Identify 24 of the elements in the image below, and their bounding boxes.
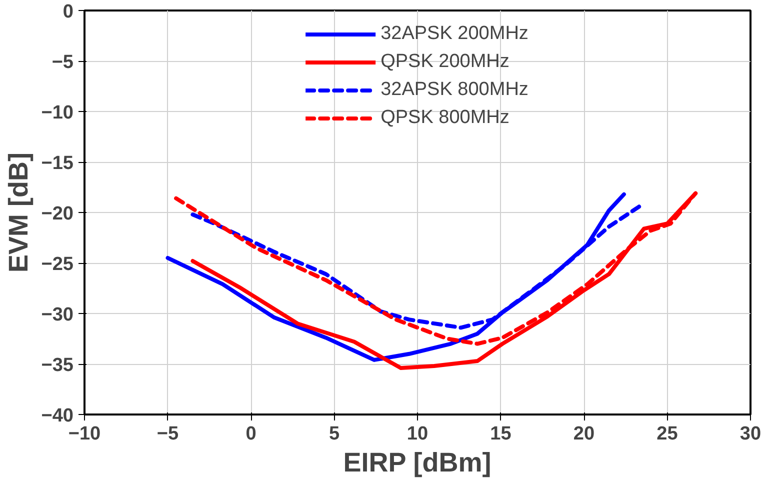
y-tick-label: −10 (41, 102, 74, 124)
y-tick-label: −15 (41, 153, 74, 174)
x-tick-label: −5 (156, 424, 180, 444)
y-tick-label: −20 (41, 204, 74, 224)
y-tick-label: −30 (41, 304, 74, 326)
x-axis-title: EIRP [dBm] (343, 448, 492, 478)
y-tick-label: 0 (62, 2, 74, 22)
y-tick-label: −35 (41, 355, 74, 376)
x-tick-label: 5 (328, 424, 340, 444)
x-tick-label: 30 (740, 424, 762, 444)
y-tick-label: −5 (52, 52, 74, 73)
legend-label: 32APSK 200MHz (380, 22, 528, 46)
legend-label: QPSK 800MHz (380, 106, 510, 130)
x-tick-label: 10 (406, 424, 428, 444)
x-tick-label: 15 (490, 424, 512, 444)
x-tick-label: −10 (68, 424, 101, 444)
x-tick-label: 20 (573, 424, 595, 444)
y-tick-label: −25 (41, 254, 74, 275)
y-axis-title: EVM [dB] (3, 152, 34, 272)
legend-label: 32APSK 800MHz (380, 78, 528, 102)
legend-label: QPSK 200MHz (380, 50, 510, 74)
x-tick-label: 25 (656, 424, 678, 444)
x-tick-label: 0 (246, 424, 256, 444)
y-tick-label: −40 (41, 406, 74, 426)
